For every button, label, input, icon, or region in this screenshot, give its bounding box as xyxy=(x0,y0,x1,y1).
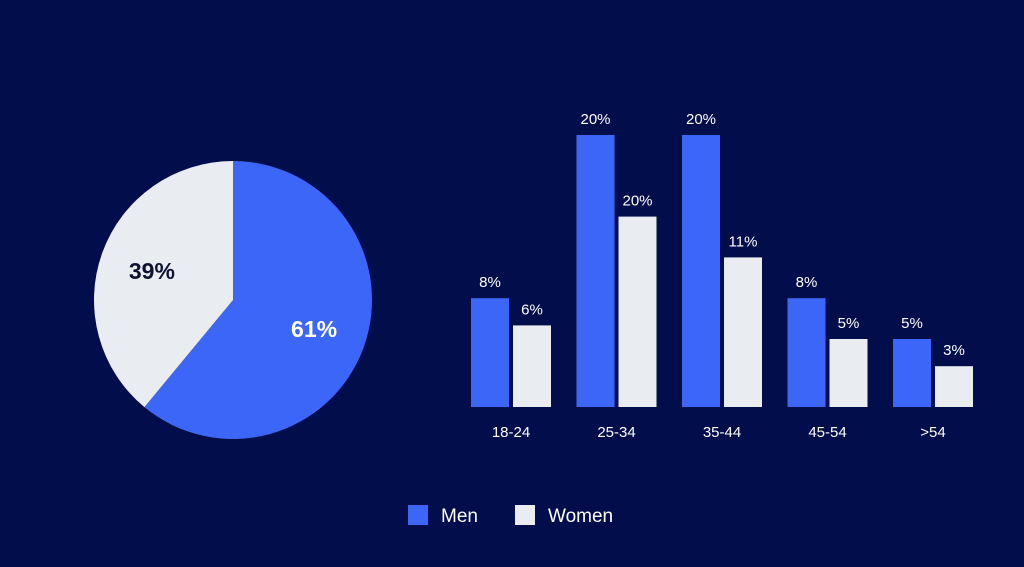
pie-label-men: 61% xyxy=(291,316,337,342)
bar-label-men-35-44: 20% xyxy=(686,111,716,128)
x-tick-label: 35-44 xyxy=(703,424,741,441)
bar-men-35-44 xyxy=(682,135,720,407)
bar-label-men-45-54: 8% xyxy=(796,274,818,291)
pie-label-women: 39% xyxy=(129,258,175,284)
bar-label-men-18-24: 8% xyxy=(479,274,501,291)
pie-slice-men xyxy=(144,161,373,440)
bar-women-25-34 xyxy=(618,216,657,407)
bar-men-25-34 xyxy=(576,135,615,407)
bar-men-18-24 xyxy=(471,298,509,407)
pie-chart: 61% 39% xyxy=(94,161,373,440)
legend: Men Women xyxy=(408,505,613,527)
bar-women-35-44 xyxy=(724,257,762,407)
bar-men-45-54 xyxy=(787,298,826,407)
pie-slice-women xyxy=(94,161,234,408)
x-tick-label: >54 xyxy=(920,424,945,441)
bar-label-men->54: 5% xyxy=(901,315,923,332)
legend-swatch-women xyxy=(515,505,535,525)
bar-label-women-18-24: 6% xyxy=(521,301,543,318)
x-tick-label: 45-54 xyxy=(808,424,846,441)
bar-chart: 8% 6% 18-24 20% 20% 25-34 20% 11% 35-44 8% 5% 45-54… xyxy=(471,111,973,441)
bar-women->54 xyxy=(935,366,973,407)
bar-label-women-45-54: 5% xyxy=(838,315,860,332)
x-tick-label: 18-24 xyxy=(492,424,530,441)
bar-label-women-35-44: 11% xyxy=(729,233,758,250)
bar-label-women->54: 3% xyxy=(943,342,965,359)
bar-label-women-25-34: 20% xyxy=(622,193,652,210)
legend-swatch-men xyxy=(408,505,428,525)
legend-label-men: Men xyxy=(441,506,478,527)
bar-label-men-25-34: 20% xyxy=(580,111,610,128)
bar-women-45-54 xyxy=(829,339,868,407)
bar-women-18-24 xyxy=(513,325,551,407)
x-tick-label: 25-34 xyxy=(597,424,635,441)
legend-label-women: Women xyxy=(548,506,613,527)
bar-men->54 xyxy=(893,339,931,407)
